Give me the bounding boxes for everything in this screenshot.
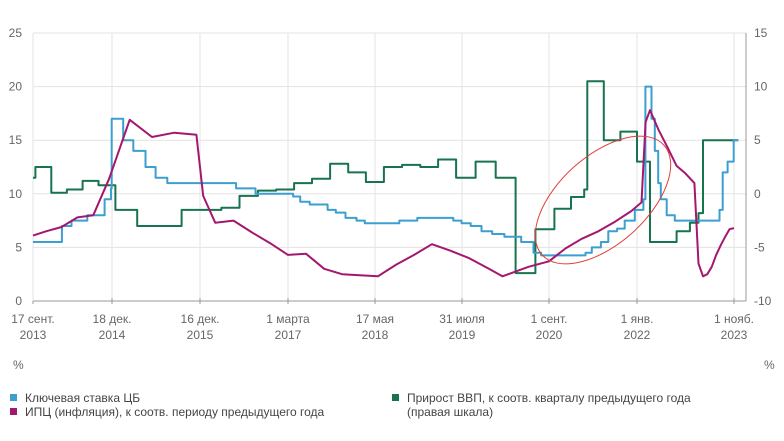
right-tick-label: 10 [754, 80, 768, 94]
right-axis-unit: % [764, 358, 775, 372]
x-tick-label: 31 июля [439, 312, 485, 326]
x-tick-label: 18 дек. [93, 312, 132, 326]
x-tick-label: 1 сент. [531, 312, 568, 326]
x-tick-label: 1 янв. [621, 312, 654, 326]
left-tick-label: 20 [9, 80, 23, 94]
x-tick-label: 2019 [449, 328, 476, 342]
x-tick-label: 2018 [362, 328, 389, 342]
right-tick-label: -10 [754, 294, 772, 308]
x-tick-label: 2013 [20, 328, 47, 342]
legend-label: Ключевая ставка ЦБ [25, 391, 141, 405]
legend-item-cpi: ИПЦ (инфляция), к соотв. периоду предыду… [10, 405, 324, 419]
left-tick-label: 0 [15, 294, 22, 308]
right-tick-label: 15 [754, 26, 768, 40]
x-tick-label: 1 марта [266, 312, 310, 326]
left-axis-unit: % [13, 358, 24, 372]
legend-swatch [10, 408, 17, 415]
left-tick-label: 25 [9, 26, 23, 40]
left-tick-label: 10 [9, 187, 23, 201]
legend-item-key-rate: Ключевая ставка ЦБ [10, 391, 140, 405]
legend-item-gdp: Прирост ВВП, к соотв. кварталу предыдуще… [392, 391, 691, 419]
x-tick-label: 17 мая [356, 312, 394, 326]
x-tick-label: 2017 [275, 328, 302, 342]
x-tick-label: 16 дек. [181, 312, 220, 326]
legend-label: Прирост ВВП, к соотв. кварталу предыдуще… [407, 391, 691, 405]
right-tick-label: 5 [754, 133, 761, 147]
left-tick-label: 15 [9, 133, 23, 147]
x-tick-label: 2020 [536, 328, 563, 342]
series-line-gdp [33, 80, 739, 275]
legend-label: ИПЦ (инфляция), к соотв. периоду предыду… [25, 405, 325, 419]
series-line-cpi [32, 109, 735, 278]
legend-swatch [392, 394, 399, 401]
x-tick-label: 2022 [624, 328, 651, 342]
series-line-key-rate [33, 85, 739, 257]
x-tick-label: 2014 [99, 328, 126, 342]
x-tick-label: 2023 [721, 328, 748, 342]
left-tick-label: 5 [15, 240, 22, 254]
right-tick-label: 0 [754, 187, 761, 201]
legend-label-line2: (правая шкала) [407, 405, 494, 419]
right-tick-label: -5 [754, 240, 765, 254]
annotation-ellipse [534, 135, 672, 265]
x-tick-label: 1 нояб. [714, 312, 754, 326]
legend-swatch [10, 394, 17, 401]
x-tick-label: 17 сент. [11, 312, 54, 326]
x-tick-label: 2015 [187, 328, 214, 342]
